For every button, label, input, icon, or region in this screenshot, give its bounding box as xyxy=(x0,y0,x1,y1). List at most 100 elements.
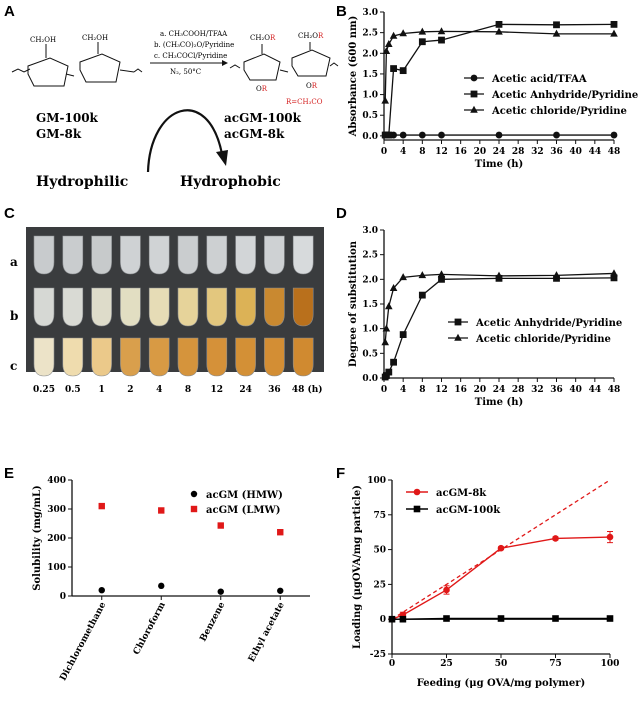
gm-8k-label: GM-8k xyxy=(36,127,82,141)
y-tick-label: 100 xyxy=(47,563,66,573)
y-tick-label: 200 xyxy=(47,534,66,544)
tube-a-6 xyxy=(177,235,199,275)
point-circle xyxy=(158,582,165,590)
tube-a-7 xyxy=(206,235,228,275)
x-tick-label: 40 xyxy=(569,385,582,395)
y-tick-label: 2.0 xyxy=(362,49,378,59)
row-label-a: a xyxy=(10,255,18,269)
point-square xyxy=(390,65,397,72)
chart-b-absorbance: 0.00.51.01.52.02.53.00 4 8 12 16 20 24 28 32 36 40… xyxy=(348,8,638,170)
x-tick-label: 50 xyxy=(495,659,508,669)
x-tick-label: 4 xyxy=(400,147,406,157)
point-square xyxy=(418,38,426,46)
reaction-condition: N₂, 50°C xyxy=(170,68,201,76)
point-square xyxy=(217,522,224,529)
x-tick-label: 75 xyxy=(549,659,562,669)
x-tick-label: 100 xyxy=(601,659,620,669)
x-tick-label: 24 xyxy=(493,147,506,157)
point-square xyxy=(418,291,426,299)
acgm-100k-label: acGM-100k xyxy=(224,111,302,125)
x-tick-label: 16 xyxy=(454,385,467,395)
x-tick-label: 8 xyxy=(419,147,425,157)
x-axis-title: Time (h) xyxy=(475,159,523,170)
reagent-c: c. CH₃COCl/Pyridine xyxy=(154,52,227,60)
point-square xyxy=(438,36,445,44)
tube-c-7 xyxy=(206,337,228,377)
point-circle xyxy=(277,587,284,594)
point-triangle xyxy=(382,47,391,55)
legend-marker xyxy=(413,505,421,513)
legend-label: acGM-8k xyxy=(436,488,487,499)
point-triangle xyxy=(389,284,398,292)
point-square xyxy=(158,507,165,514)
tube-c-3 xyxy=(91,337,112,377)
point-square xyxy=(385,131,393,139)
y-tick-label: 0 xyxy=(380,615,386,625)
point-square xyxy=(385,368,393,376)
x-tick-label: 44 xyxy=(589,147,602,157)
point-triangle xyxy=(399,273,407,281)
point-circle xyxy=(553,131,560,139)
legend-marker xyxy=(454,318,462,326)
x-tick-label: 36 xyxy=(550,385,563,395)
tube-b-1 xyxy=(33,287,55,327)
legend-label: Acetic Anhydride/Pyridine xyxy=(475,318,622,329)
panel-letter-d: D xyxy=(336,205,347,222)
tube-time-label: 24 xyxy=(239,385,252,395)
tube-a-3 xyxy=(91,235,112,275)
point-square xyxy=(495,20,503,28)
tube-time-label: 36 xyxy=(268,385,281,395)
point-square xyxy=(98,502,105,510)
point-square xyxy=(438,275,445,283)
panel-letter-a: A xyxy=(4,3,15,20)
y-tick-label: 25 xyxy=(373,580,386,590)
tube-time-label: 0.25 xyxy=(33,385,55,395)
x-tick-label: 28 xyxy=(512,147,525,157)
x-tick-label: 32 xyxy=(531,147,544,157)
tube-b-9 xyxy=(264,287,285,327)
point-circle xyxy=(606,533,614,541)
point-circle xyxy=(495,131,503,139)
y-tick-label: 50 xyxy=(373,546,386,556)
y-tick-label: 0.5 xyxy=(362,111,378,121)
point-circle xyxy=(217,588,224,595)
point-square xyxy=(610,274,618,282)
point-circle xyxy=(497,544,505,552)
x-tick-label: 20 xyxy=(474,385,487,395)
x-tick-label: 25 xyxy=(440,659,453,669)
tube-c-5 xyxy=(148,337,170,377)
point-triangle xyxy=(437,270,446,278)
y-tick-label: 2.5 xyxy=(362,251,378,261)
point-square xyxy=(277,529,284,536)
y-tick-label: 75 xyxy=(373,511,386,521)
panel-c-tube-photo: a b c 0.25 0.5 1 2 4 8 12 24 36 48 (h) xyxy=(10,227,324,395)
y-tick-label: 300 xyxy=(47,505,66,515)
tube-b-3 xyxy=(91,287,112,327)
point-triangle xyxy=(610,269,618,277)
point-triangle xyxy=(399,29,407,37)
point-triangle xyxy=(389,31,398,39)
r-group-definition: R=CH₃CO xyxy=(286,98,323,106)
tube-b-8 xyxy=(235,287,256,327)
tube-b-7 xyxy=(206,287,228,327)
legend-label: Acetic acid/TFAA xyxy=(491,74,587,85)
y-tick-label: 1.0 xyxy=(362,325,378,335)
tube-c-1 xyxy=(33,337,55,377)
acgm-structure-drawing xyxy=(229,42,339,81)
point-triangle xyxy=(384,40,393,48)
y-tick-label: -25 xyxy=(370,650,386,660)
tube-b-6 xyxy=(177,287,199,327)
conversion-arrowhead xyxy=(216,150,228,166)
x-tick-label: 32 xyxy=(531,385,544,395)
gm-100k-label: GM-100k xyxy=(36,111,99,125)
tube-a-8 xyxy=(235,235,256,275)
hydrophobic-label: Hydrophobic xyxy=(180,174,281,190)
point-triangle xyxy=(495,27,503,35)
point-triangle xyxy=(552,271,561,279)
panel-letter-c: C xyxy=(4,205,15,222)
point-circle xyxy=(418,131,426,139)
legend-label: Acetic chloride/Pyridine xyxy=(475,334,611,345)
category-label: Chloroform xyxy=(132,600,168,656)
tube-c-8 xyxy=(235,337,256,377)
